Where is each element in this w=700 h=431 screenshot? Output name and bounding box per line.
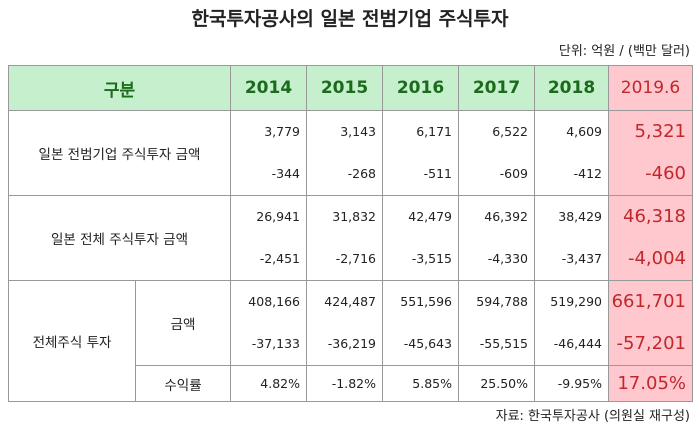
header-cell: 구분 xyxy=(8,65,231,111)
value-cell: 519,290 -46,444 xyxy=(534,280,609,366)
value: 42,479 xyxy=(408,209,452,224)
value-cell: 17.05% xyxy=(608,365,693,402)
value: -268 xyxy=(347,166,376,181)
table: 구분 2014 2015 2016 2017 2018 2019.6 일본 전범기업 주식투자… xyxy=(8,65,693,402)
unit-note: 단위: 억원 / (백만 달러) xyxy=(558,44,690,59)
source-note: 자료: 한국투자공사 (의원실 재구성) xyxy=(495,409,690,424)
value: -3,437 xyxy=(561,251,602,266)
value: -412 xyxy=(573,166,602,181)
row: 전체주식 투자 금액 408,166 -37,133 424,487 -36,219 551… xyxy=(8,280,693,402)
value: 25.50% xyxy=(480,376,528,391)
value-cell: 5.85% xyxy=(382,365,459,402)
value-cell: 4.82% xyxy=(230,365,307,402)
header-cell: 2019.6 xyxy=(608,65,693,111)
title: 한국투자공사의 일본 전범기업 주식투자 xyxy=(191,8,509,30)
value-cell: 6,522 -609 xyxy=(458,110,535,196)
header-cell: 2017 xyxy=(458,65,535,111)
value: -1.82% xyxy=(331,376,376,391)
value-cell: 42,479 -3,515 xyxy=(382,195,459,281)
value: 46,318 xyxy=(623,206,686,227)
row-label: 일본 전범기업 주식투자 금액 xyxy=(8,110,231,196)
value-cell: 3,779 -344 xyxy=(230,110,307,196)
value: -2,451 xyxy=(259,251,300,266)
value: -45,643 xyxy=(403,336,452,351)
value: 551,596 xyxy=(400,294,452,309)
row: 수익률 4.82% -1.82% 5.85% 25.50% -9.95% 17.05% xyxy=(9,365,693,402)
value: -36,219 xyxy=(327,336,376,351)
row: 일본 전체 주식투자 금액 26,941 -2,451 31,832 -2,716 42,… xyxy=(8,195,693,281)
value: 3,779 xyxy=(264,124,300,139)
value-cell: 26,941 -2,451 xyxy=(230,195,307,281)
value-cell: 594,788 -55,515 xyxy=(458,280,535,366)
value: -9.95% xyxy=(557,376,602,391)
value-cell: 661,701 -57,201 xyxy=(608,280,693,366)
header-cell: 2014 xyxy=(230,65,307,111)
value-cell: 46,318 -4,004 xyxy=(608,195,693,281)
value-cell: 551,596 -45,643 xyxy=(382,280,459,366)
header-row: 구분 2014 2015 2016 2017 2018 2019.6 xyxy=(8,65,693,111)
value: -609 xyxy=(499,166,528,181)
value: 4,609 xyxy=(566,124,602,139)
value-cell: 6,171 -511 xyxy=(382,110,459,196)
value-cell: 4,609 -412 xyxy=(534,110,609,196)
sub-label: 금액 xyxy=(135,280,231,366)
value: 661,701 xyxy=(611,291,686,312)
value-cell: -9.95% xyxy=(534,365,609,402)
sub-label: 수익률 xyxy=(135,365,231,402)
value: -4,004 xyxy=(627,248,686,269)
value: 594,788 xyxy=(476,294,528,309)
value: 31,832 xyxy=(332,209,376,224)
value: -37,133 xyxy=(251,336,300,351)
value: 6,522 xyxy=(492,124,528,139)
row-label: 전체주식 투자 xyxy=(8,280,136,402)
value: -2,716 xyxy=(335,251,376,266)
value: 3,143 xyxy=(340,124,376,139)
row: 일본 전범기업 주식투자 금액 3,779 -344 3,143 -268 6,171 -5… xyxy=(8,110,693,196)
value-cell: 38,429 -3,437 xyxy=(534,195,609,281)
value: 519,290 xyxy=(550,294,602,309)
value: 5.85% xyxy=(412,376,452,391)
value: -344 xyxy=(271,166,300,181)
header-cell: 2016 xyxy=(382,65,459,111)
header-cell: 2018 xyxy=(534,65,609,111)
value-cell: 46,392 -4,330 xyxy=(458,195,535,281)
value-cell: 408,166 -37,133 xyxy=(230,280,307,366)
value: 38,429 xyxy=(558,209,602,224)
value-cell: 5,321 -460 xyxy=(608,110,693,196)
value: -511 xyxy=(423,166,452,181)
value-cell: 424,487 -36,219 xyxy=(306,280,383,366)
value: -46,444 xyxy=(553,336,602,351)
value: 424,487 xyxy=(324,294,376,309)
value: -57,201 xyxy=(616,333,686,354)
value: 5,321 xyxy=(634,121,686,142)
header-cell: 2015 xyxy=(306,65,383,111)
value: -3,515 xyxy=(411,251,452,266)
value: 408,166 xyxy=(248,294,300,309)
value-cell: 3,143 -268 xyxy=(306,110,383,196)
value-cell: 25.50% xyxy=(458,365,535,402)
value: -55,515 xyxy=(479,336,528,351)
value: 6,171 xyxy=(416,124,452,139)
value: 17.05% xyxy=(617,373,686,394)
value: 4.82% xyxy=(260,376,300,391)
value-cell: -1.82% xyxy=(306,365,383,402)
row-label: 일본 전체 주식투자 금액 xyxy=(8,195,231,281)
value: 46,392 xyxy=(484,209,528,224)
value: 26,941 xyxy=(256,209,300,224)
value: -460 xyxy=(645,163,686,184)
value-cell: 31,832 -2,716 xyxy=(306,195,383,281)
value: -4,330 xyxy=(487,251,528,266)
